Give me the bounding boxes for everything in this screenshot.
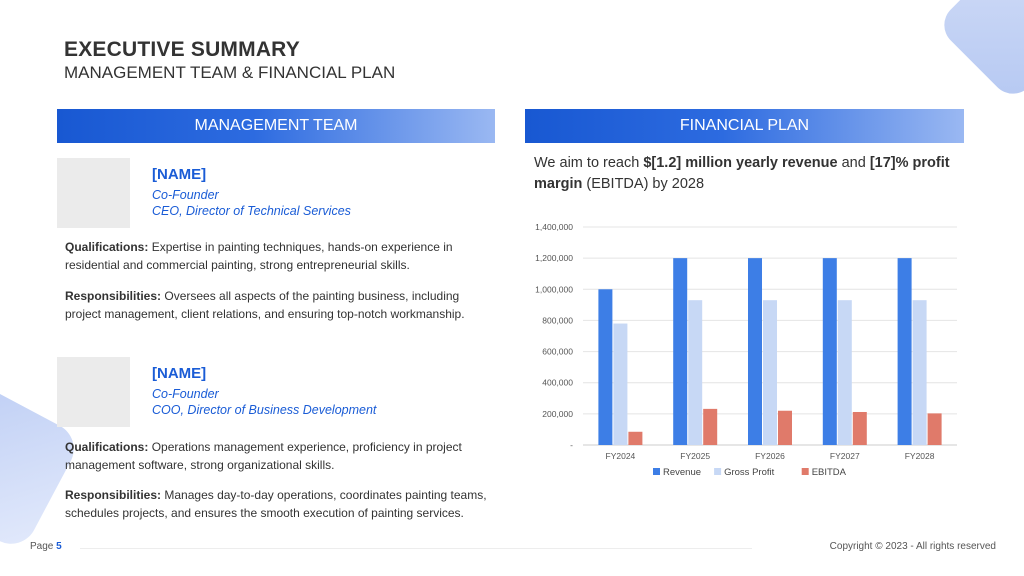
x-tick-label: FY2027 xyxy=(830,451,860,461)
y-tick-label: 400,000 xyxy=(542,378,573,388)
bar-revenue xyxy=(822,258,837,445)
bar-gross-profit xyxy=(763,300,777,445)
member-role-title: Co-Founder xyxy=(152,387,219,401)
member-qualifications: Qualifications: Expertise in painting te… xyxy=(65,238,495,274)
member-info: [NAME] Co-Founder CEO, Director of Techn… xyxy=(152,166,492,219)
legend-label: EBITDA xyxy=(812,467,847,478)
x-tick-label: FY2028 xyxy=(905,451,935,461)
financial-plan-heading: FINANCIAL PLAN xyxy=(525,109,964,143)
member-role-title: Co-Founder xyxy=(152,188,219,202)
y-tick-label: 800,000 xyxy=(542,315,573,325)
y-tick-label: 1,400,000 xyxy=(535,222,573,232)
slide-subtitle: MANAGEMENT TEAM & FINANCIAL PLAN xyxy=(64,63,396,82)
bar-revenue xyxy=(897,258,912,445)
legend-swatch xyxy=(653,468,660,475)
qualifications-label: Qualifications: xyxy=(65,240,149,254)
legend-swatch xyxy=(801,468,809,475)
bar-ebitda xyxy=(927,413,942,445)
bar-ebitda xyxy=(703,408,718,445)
legend-swatch xyxy=(714,468,722,475)
legend-label: Revenue xyxy=(663,467,701,478)
bar-ebitda xyxy=(852,411,867,445)
y-tick-label: 600,000 xyxy=(542,347,573,357)
bar-gross-profit xyxy=(837,300,852,445)
copyright-text: Copyright © 2023 - All rights reserved xyxy=(829,541,996,552)
member-info: [NAME] Co-Founder COO, Director of Busin… xyxy=(152,365,492,418)
x-tick-label: FY2026 xyxy=(755,451,785,461)
bar-gross-profit xyxy=(613,323,628,445)
qualifications-label: Qualifications: xyxy=(65,440,149,454)
page-number: Page 5 xyxy=(30,541,62,552)
responsibilities-text: Oversees all aspects of the painting bus… xyxy=(65,289,465,321)
goal-margin-highlight: [17]% profit margin xyxy=(534,155,950,192)
goal-text-part: (EBITDA) by 2028 xyxy=(582,176,705,192)
member-responsibilities: Responsibilities: Manages day-to-day ope… xyxy=(65,486,495,522)
x-tick-label: FY2024 xyxy=(606,451,636,461)
member-photo-placeholder xyxy=(57,357,130,427)
member-role-position: CEO, Director of Technical Services xyxy=(152,204,351,218)
goal-text-part: We aim to reach xyxy=(534,155,644,171)
bar-ebitda xyxy=(628,431,643,445)
bar-revenue xyxy=(748,258,762,445)
bar-revenue xyxy=(673,258,688,445)
bar-revenue xyxy=(598,289,613,445)
responsibilities-label: Responsibilities: xyxy=(65,488,162,502)
responsibilities-label: Responsibilities: xyxy=(65,289,162,303)
legend-label: Gross Profit xyxy=(724,467,775,478)
footer-divider xyxy=(80,548,752,549)
management-team-heading: MANAGEMENT TEAM xyxy=(57,109,495,143)
member-name: [NAME] xyxy=(152,166,207,183)
slide-title: EXECUTIVE SUMMARY xyxy=(64,38,300,61)
member-qualifications: Qualifications: Operations management ex… xyxy=(65,438,495,474)
page-label: Page xyxy=(30,541,54,552)
goal-text-part: and xyxy=(837,155,870,171)
qualifications-text: Operations management experience, profic… xyxy=(65,440,462,472)
financial-goal-text: We aim to reach $[1.2] million yearly re… xyxy=(534,153,954,195)
y-tick-label: 1,000,000 xyxy=(535,284,573,294)
decorative-shape-top-right xyxy=(935,0,1024,103)
member-responsibilities: Responsibilities: Oversees all aspects o… xyxy=(65,287,495,323)
y-tick-label: 1,200,000 xyxy=(535,253,573,263)
member-role: Co-Founder CEO, Director of Technical Se… xyxy=(152,187,492,219)
member-role: Co-Founder COO, Director of Business Dev… xyxy=(152,386,492,418)
financial-chart: - 200,000 400,000 600,000 800,000 1,000,000 1,… xyxy=(525,214,965,486)
slide-header: EXECUTIVE SUMMARY MANAGEMENT TEAM & FINA… xyxy=(64,38,395,83)
page-number-value: 5 xyxy=(56,541,62,552)
financial-bar-chart: - 200,000 400,000 600,000 800,000 1,000,000 1,… xyxy=(535,222,957,478)
bar-ebitda xyxy=(778,410,792,445)
y-tick-label: 200,000 xyxy=(542,409,573,419)
goal-revenue-highlight: $[1.2] million yearly revenue xyxy=(643,155,838,171)
x-tick-label: FY2025 xyxy=(680,451,710,461)
member-photo-placeholder xyxy=(57,158,130,228)
member-name: [NAME] xyxy=(152,365,207,382)
y-tick-label: - xyxy=(570,440,573,450)
bar-gross-profit xyxy=(912,300,927,445)
member-role-position: COO, Director of Business Development xyxy=(152,403,377,417)
responsibilities-text: Manages day-to-day operations, coordinat… xyxy=(65,488,487,520)
qualifications-text: Expertise in painting techniques, hands-… xyxy=(65,240,453,272)
bar-gross-profit xyxy=(688,300,703,445)
